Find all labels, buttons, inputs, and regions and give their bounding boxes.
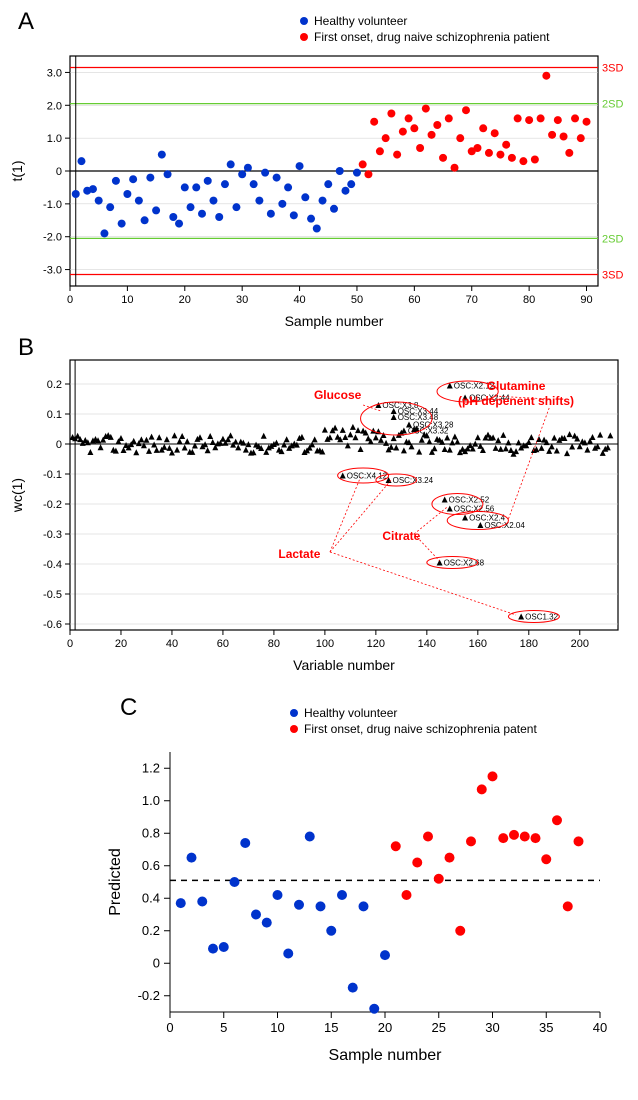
panel-b: B 020406080100120140160180200-0.6-0.5-0.… bbox=[0, 330, 638, 680]
svg-text:-0.4: -0.4 bbox=[43, 559, 62, 571]
svg-text:OSC:X2.68: OSC:X2.68 bbox=[444, 559, 485, 568]
panel-a: A Healthy volunteer First onset, drug na… bbox=[0, 0, 638, 330]
svg-text:0: 0 bbox=[166, 1020, 173, 1035]
svg-text:-0.1: -0.1 bbox=[43, 469, 62, 481]
svg-text:0: 0 bbox=[67, 638, 73, 650]
panel-c: C Healthy volunteer First onset, drug na… bbox=[0, 700, 638, 1100]
svg-text:-3.0: -3.0 bbox=[43, 265, 62, 277]
svg-text:-0.2: -0.2 bbox=[43, 499, 62, 511]
svg-text:-0.6: -0.6 bbox=[43, 619, 62, 631]
svg-text:60: 60 bbox=[408, 294, 420, 306]
svg-text:60: 60 bbox=[217, 638, 229, 650]
svg-text:30: 30 bbox=[485, 1020, 499, 1035]
svg-text:70: 70 bbox=[466, 294, 478, 306]
svg-text:3SD: 3SD bbox=[602, 270, 623, 282]
svg-text:35: 35 bbox=[539, 1020, 553, 1035]
svg-text:5: 5 bbox=[220, 1020, 227, 1035]
legend-label-patient-c: First onset, drug naive schizophrenia pa… bbox=[304, 722, 537, 736]
svg-text:Glucose: Glucose bbox=[314, 388, 362, 402]
svg-text:0.8: 0.8 bbox=[142, 825, 160, 840]
svg-text:100: 100 bbox=[316, 638, 334, 650]
svg-text:0: 0 bbox=[56, 439, 62, 451]
svg-text:200: 200 bbox=[571, 638, 589, 650]
svg-text:0: 0 bbox=[67, 294, 73, 306]
svg-text:40: 40 bbox=[166, 638, 178, 650]
panel-c-legend: Healthy volunteer First onset, drug naiv… bbox=[290, 706, 537, 738]
svg-text:160: 160 bbox=[469, 638, 487, 650]
svg-text:90: 90 bbox=[580, 294, 592, 306]
svg-text:80: 80 bbox=[268, 638, 280, 650]
svg-text:Sample number: Sample number bbox=[329, 1047, 443, 1064]
svg-text:OSC:X2.52: OSC:X2.52 bbox=[449, 496, 490, 505]
legend-dot-healthy bbox=[300, 17, 308, 25]
svg-text:wc(1): wc(1) bbox=[9, 478, 25, 513]
svg-text:40: 40 bbox=[593, 1020, 607, 1035]
svg-text:1.2: 1.2 bbox=[142, 760, 160, 775]
svg-text:0.4: 0.4 bbox=[142, 890, 160, 905]
legend-label-healthy: Healthy volunteer bbox=[314, 14, 407, 28]
svg-text:0.2: 0.2 bbox=[142, 923, 160, 938]
svg-text:140: 140 bbox=[418, 638, 436, 650]
svg-text:-0.2: -0.2 bbox=[138, 988, 160, 1003]
svg-text:Glutamine: Glutamine bbox=[487, 379, 546, 393]
legend-label-patient: First onset, drug naive schizophrenia pa… bbox=[314, 30, 549, 44]
svg-text:1.0: 1.0 bbox=[47, 133, 62, 145]
svg-text:-0.3: -0.3 bbox=[43, 529, 62, 541]
svg-text:OSC:X3.32: OSC:X3.32 bbox=[408, 427, 449, 436]
svg-text:Citrate: Citrate bbox=[382, 529, 420, 543]
chart-a: 3SD 2SD 2SD 3SD 0 10 20 30 40 50 60 70 80 90 -3.0 -2.0 -… bbox=[0, 46, 638, 336]
svg-text:-1.0: -1.0 bbox=[43, 199, 62, 211]
svg-text:Lactate: Lactate bbox=[278, 547, 320, 561]
svg-text:t(1): t(1) bbox=[9, 161, 25, 182]
svg-text:Predicted: Predicted bbox=[107, 848, 124, 916]
svg-text:2SD: 2SD bbox=[602, 99, 623, 111]
svg-text:80: 80 bbox=[523, 294, 535, 306]
svg-text:25: 25 bbox=[432, 1020, 446, 1035]
svg-text:2SD: 2SD bbox=[602, 233, 623, 245]
legend-dot-healthy-c bbox=[290, 709, 298, 717]
svg-text:0.1: 0.1 bbox=[47, 409, 62, 421]
svg-text:10: 10 bbox=[121, 294, 133, 306]
svg-text:3SD: 3SD bbox=[602, 63, 623, 75]
svg-text:30: 30 bbox=[236, 294, 248, 306]
svg-text:15: 15 bbox=[324, 1020, 338, 1035]
svg-text:20: 20 bbox=[115, 638, 127, 650]
svg-text:40: 40 bbox=[293, 294, 305, 306]
panel-a-legend: Healthy volunteer First onset, drug naiv… bbox=[300, 14, 549, 46]
svg-text:0.2: 0.2 bbox=[47, 379, 62, 391]
svg-text:0.6: 0.6 bbox=[142, 858, 160, 873]
svg-text:10: 10 bbox=[270, 1020, 284, 1035]
chart-c: 0 5 10 15 20 25 30 35 40 -0.2 0 0.2 0.4 0.6 0.8 1.0 1.2 S… bbox=[100, 742, 620, 1072]
svg-text:20: 20 bbox=[378, 1020, 392, 1035]
svg-text:2.0: 2.0 bbox=[47, 100, 62, 112]
svg-text:0: 0 bbox=[56, 166, 62, 178]
svg-text:1.0: 1.0 bbox=[142, 793, 160, 808]
svg-text:20: 20 bbox=[179, 294, 191, 306]
svg-text:-0.5: -0.5 bbox=[43, 589, 62, 601]
legend-dot-patient bbox=[300, 33, 308, 41]
svg-text:(pH depenent shifts): (pH depenent shifts) bbox=[458, 394, 574, 408]
svg-text:-2.0: -2.0 bbox=[43, 232, 62, 244]
svg-text:0: 0 bbox=[153, 955, 160, 970]
legend-dot-patient-c bbox=[290, 725, 298, 733]
panel-a-label: A bbox=[18, 8, 34, 36]
svg-text:50: 50 bbox=[351, 294, 363, 306]
svg-text:180: 180 bbox=[520, 638, 538, 650]
chart-b: 0 20 40 60 80 100 120 140 160 180 200 -0.6 -0.5 -0.4 -… bbox=[0, 350, 638, 680]
svg-text:120: 120 bbox=[367, 638, 385, 650]
svg-text:Sample number: Sample number bbox=[285, 313, 384, 329]
svg-text:3.0: 3.0 bbox=[47, 67, 62, 79]
panel-c-label: C bbox=[120, 694, 137, 722]
svg-text:Variable number: Variable number bbox=[293, 657, 395, 673]
legend-label-healthy-c: Healthy volunteer bbox=[304, 706, 397, 720]
